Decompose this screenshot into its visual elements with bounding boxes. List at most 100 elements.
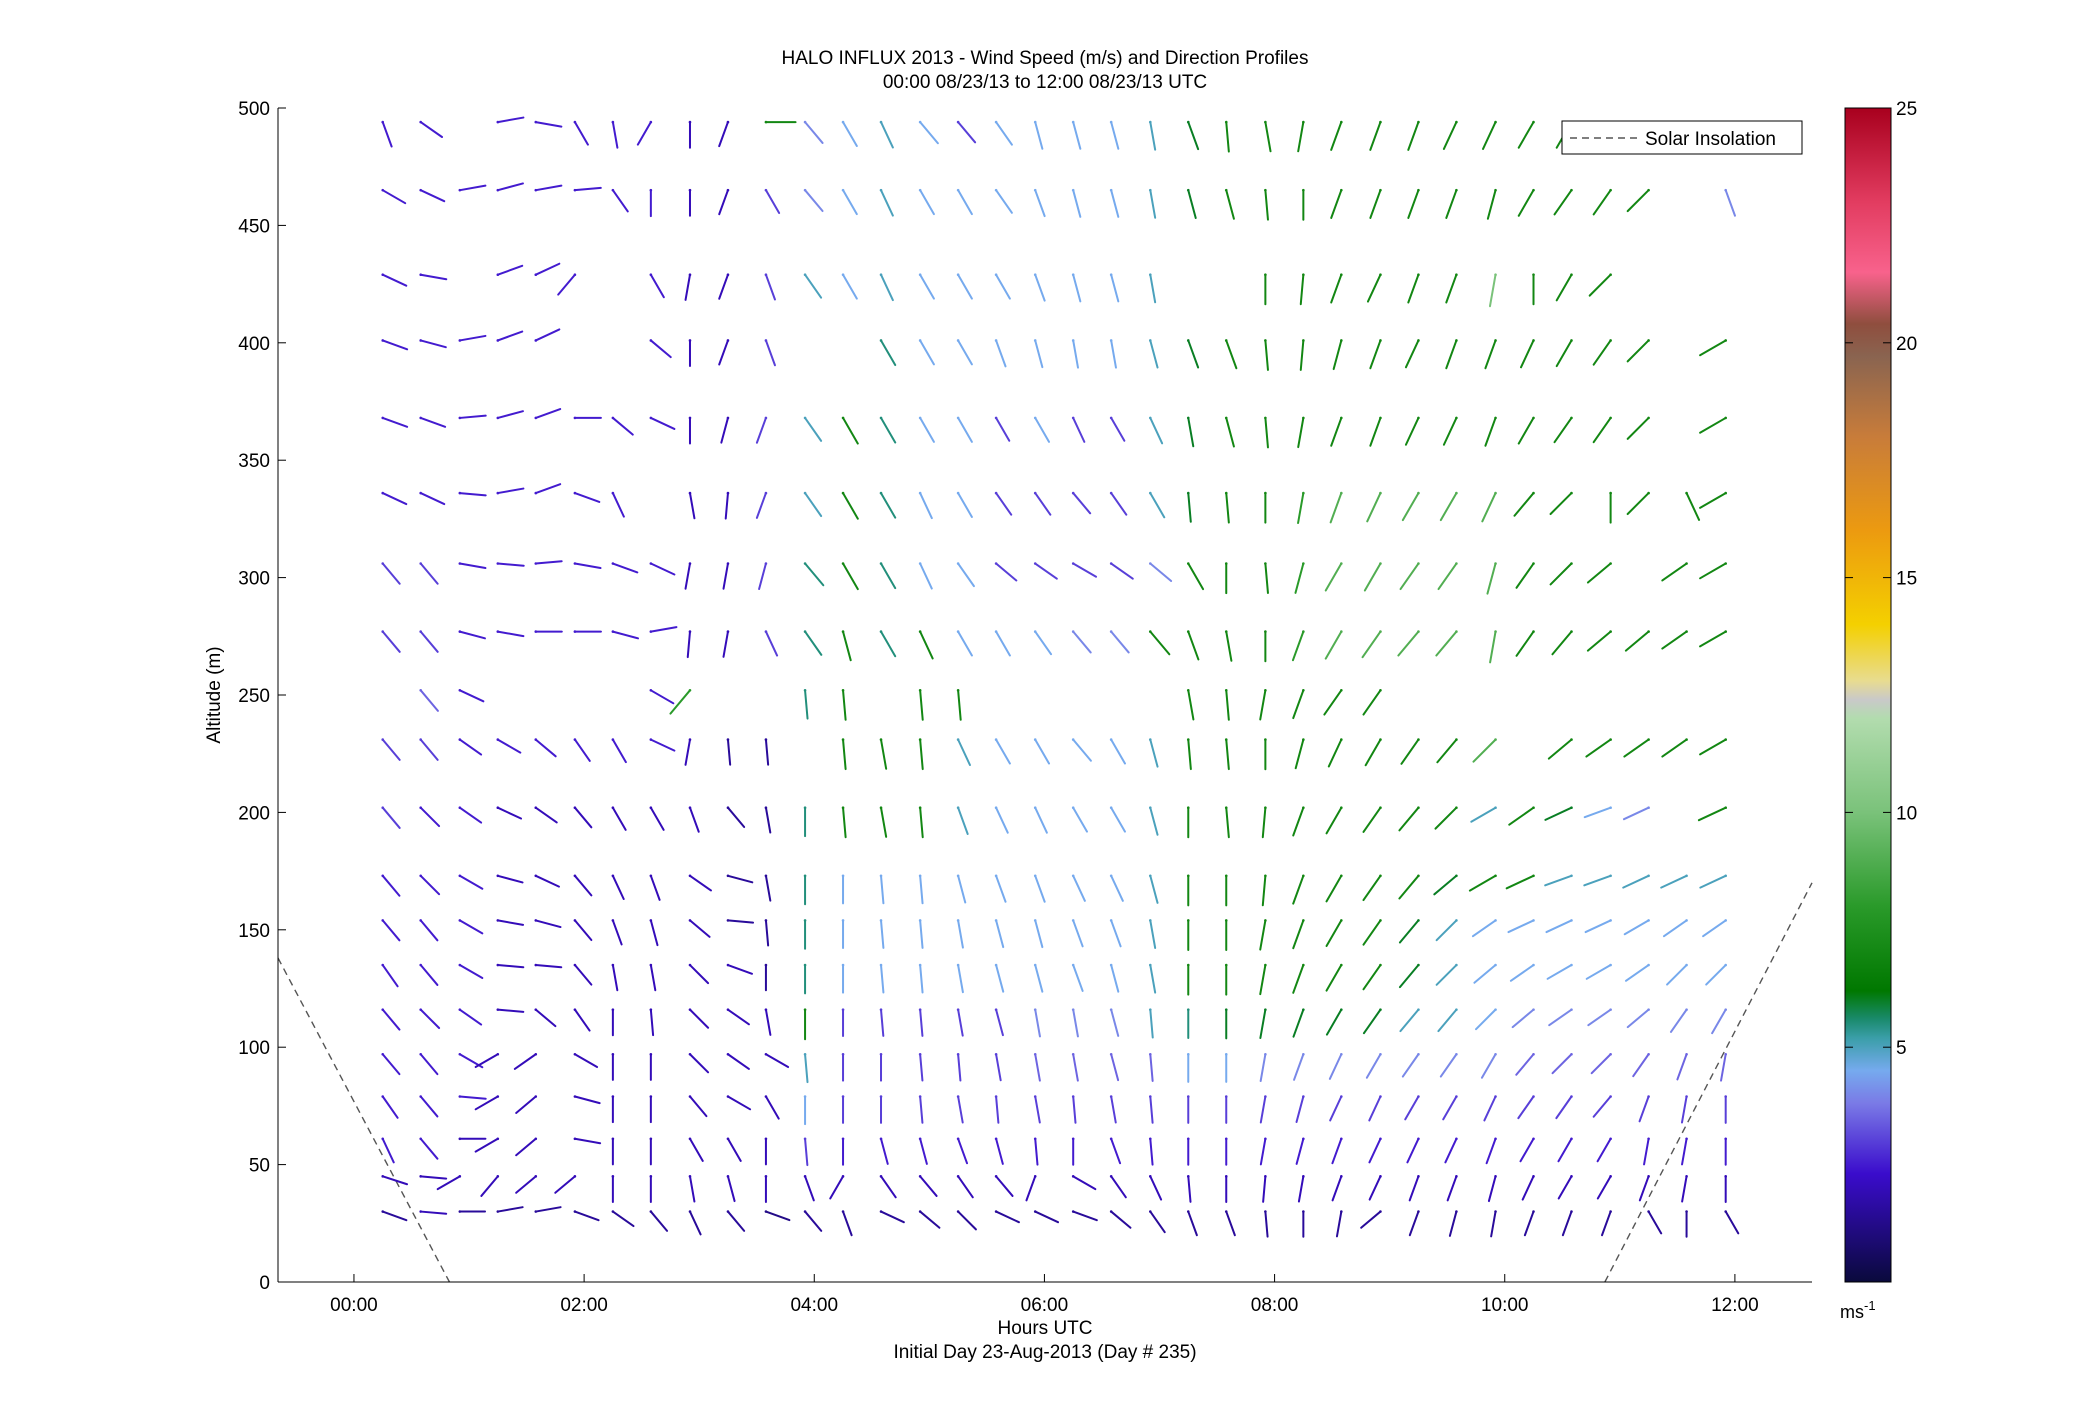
wind-barb: [1400, 738, 1420, 765]
wind-barb: [1072, 1095, 1077, 1124]
wind-barb-origin: [611, 491, 615, 495]
wind-barb: [804, 630, 823, 656]
wind-barb: [458, 689, 485, 703]
wind-barb: [1225, 416, 1235, 448]
wind-barb: [496, 919, 525, 926]
wind-barb-origin: [1532, 874, 1535, 878]
wind-barb: [1034, 1053, 1041, 1082]
wind-barb: [1407, 121, 1420, 151]
colorbar-unit-label: ms-1: [1840, 1298, 1876, 1322]
wind-barb-origin: [573, 738, 577, 741]
wind-barb-origin: [1417, 188, 1420, 192]
wind-barb: [804, 189, 824, 213]
wind-barb-origin: [764, 963, 768, 967]
wind-barb: [718, 189, 729, 216]
wind-barb-origin: [1264, 339, 1267, 342]
wind-barb: [1330, 273, 1343, 304]
wind-barb: [1225, 189, 1235, 220]
wind-barb: [1435, 964, 1458, 986]
wind-barb-origin: [1724, 1137, 1727, 1141]
wind-barb-origin: [573, 273, 577, 277]
wind-barb-origin: [1647, 339, 1650, 342]
wind-barb-origin: [1685, 1175, 1688, 1178]
wind-barb-origin: [1532, 120, 1535, 124]
wind-barb-origin: [688, 491, 692, 495]
wind-barb-origin: [1570, 738, 1573, 741]
wind-barb: [1110, 738, 1126, 765]
wind-barb-origin: [956, 562, 960, 565]
wind-barb: [1187, 630, 1200, 661]
wind-barb-origin: [1494, 1210, 1497, 1213]
wind-barb-origin: [573, 806, 577, 810]
wind-barb-origin: [1033, 806, 1037, 810]
wind-barb: [1555, 273, 1573, 302]
wind-barb: [458, 964, 484, 980]
wind-barb-origin: [918, 806, 922, 810]
wind-barb-origin: [534, 1008, 538, 1011]
wind-barb: [1149, 562, 1173, 582]
wind-barb-origin: [573, 874, 577, 878]
wind-barb-origin: [1724, 1008, 1727, 1011]
wind-barb: [419, 630, 439, 653]
wind-barb-origin: [956, 630, 960, 633]
wind-barb-origin: [611, 188, 615, 192]
wind-barb-origin: [1609, 188, 1612, 192]
wind-barb: [1292, 919, 1305, 950]
wind-barb: [611, 189, 629, 213]
wind-barb-origin: [764, 562, 768, 565]
wind-barb-origin: [1148, 874, 1152, 878]
wind-barb: [684, 738, 691, 766]
wind-barb: [1187, 1175, 1192, 1203]
wind-barb-origin: [1264, 919, 1267, 922]
wind-barb-origin: [1609, 1052, 1612, 1056]
wind-barb: [1624, 964, 1650, 982]
wind-barb-origin: [841, 1175, 845, 1178]
wind-barb-origin: [1340, 806, 1343, 810]
wind-barb: [1724, 189, 1736, 217]
wind-barb-origin: [1455, 339, 1458, 342]
wind-barb: [1110, 339, 1117, 369]
wind-barb-origin: [1379, 1008, 1382, 1011]
wind-barb: [1705, 964, 1727, 986]
wind-barb-origin: [688, 273, 692, 277]
wind-barb-origin: [956, 1137, 960, 1141]
wind-barb-origin: [764, 1095, 768, 1098]
wind-barb-origin: [649, 963, 653, 967]
wind-barb-origin: [1647, 1095, 1650, 1098]
colorbar-gradient: [1844, 107, 1892, 1283]
wind-barb-origin: [534, 339, 538, 342]
wind-barb-origin: [918, 1210, 922, 1213]
wind-barb-origin: [1148, 963, 1152, 967]
wind-barb-origin: [726, 919, 730, 922]
wind-barb: [1361, 630, 1382, 659]
wind-barb-origin: [1685, 1137, 1688, 1141]
wind-barb-origin: [956, 963, 960, 967]
wind-barb: [1325, 874, 1343, 903]
wind-barb: [1329, 1095, 1343, 1122]
wind-barb-origin: [381, 188, 385, 192]
wind-barb-origin: [841, 120, 845, 124]
wind-barb: [1225, 689, 1230, 721]
wind-barb: [1072, 630, 1092, 654]
wind-barb: [649, 919, 659, 947]
wind-barb-origin: [688, 339, 692, 342]
wind-barb: [534, 121, 563, 128]
wind-barb: [1329, 492, 1343, 524]
wind-barb-origin: [1302, 273, 1305, 277]
wind-barb-origin: [1148, 738, 1152, 741]
wind-barb: [1072, 416, 1086, 443]
wind-barb: [995, 1008, 1004, 1037]
wind-barb-origin: [419, 919, 422, 922]
wind-barb: [919, 964, 924, 994]
wind-barb-origin: [918, 919, 922, 922]
wind-barb: [1434, 806, 1458, 830]
wind-barb-origin: [1570, 963, 1573, 967]
wind-barb-origin: [1532, 1008, 1535, 1011]
wind-barb-origin: [1264, 562, 1267, 565]
wind-barb-origin: [1685, 1052, 1688, 1056]
wind-barb-origin: [1148, 806, 1152, 810]
wind-barb: [1072, 806, 1088, 833]
wind-barb-origin: [918, 963, 922, 967]
wind-barb-origin: [1494, 919, 1497, 922]
wind-barb-origin: [1109, 738, 1113, 741]
